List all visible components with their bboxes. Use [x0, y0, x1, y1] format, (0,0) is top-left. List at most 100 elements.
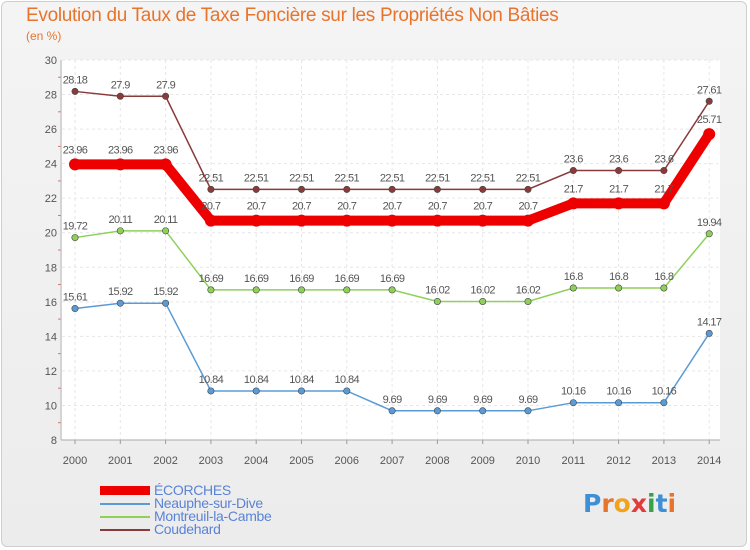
- x-tick-label: 2011: [561, 455, 585, 467]
- data-label-neauphe-sur-dive: 14.17: [697, 316, 722, 328]
- data-point--corches: [703, 128, 716, 141]
- data-label-coudehard: 22.51: [380, 172, 405, 184]
- data-point-montreuil-la-cambe: [705, 230, 713, 238]
- data-label--corches: 21.7: [654, 183, 673, 195]
- data-point-coudehard: [615, 167, 623, 175]
- data-point-montreuil-la-cambe: [71, 234, 79, 242]
- data-point--corches: [159, 158, 172, 171]
- data-point--corches: [431, 214, 444, 227]
- data-label--corches: 20.7: [473, 201, 492, 213]
- data-point-neauphe-sur-dive: [705, 329, 713, 337]
- y-tick-label: 20: [45, 228, 57, 240]
- data-point-montreuil-la-cambe: [207, 286, 215, 294]
- legend-label: Montreuil-la-Cambe: [154, 508, 272, 524]
- data-point-coudehard: [162, 92, 170, 100]
- data-point--corches: [114, 158, 127, 171]
- legend-item-montreuil-la-cambe: Montreuil-la-Cambe: [100, 508, 272, 524]
- data-label--corches: 20.7: [201, 201, 220, 213]
- data-point-montreuil-la-cambe: [297, 286, 305, 294]
- data-label-coudehard: 22.51: [516, 172, 541, 184]
- data-label-coudehard: 27.9: [111, 79, 130, 91]
- data-point--corches: [204, 214, 217, 227]
- data-label--corches: 20.7: [428, 201, 447, 213]
- x-tick-label: 2001: [108, 455, 132, 467]
- data-label-montreuil-la-cambe: 16.69: [380, 273, 405, 285]
- legend-swatch: [100, 528, 150, 531]
- x-tick-label: 2009: [470, 455, 494, 467]
- data-label-montreuil-la-cambe: 19.94: [697, 217, 722, 229]
- data-point-coudehard: [343, 185, 351, 193]
- data-point-neauphe-sur-dive: [162, 299, 170, 307]
- data-point-coudehard: [479, 185, 487, 193]
- data-point-neauphe-sur-dive: [71, 305, 79, 313]
- data-point-coudehard: [433, 185, 441, 193]
- data-label--corches: 25.71: [697, 114, 722, 126]
- data-label-coudehard: 22.51: [199, 172, 224, 184]
- data-label--corches: 20.7: [518, 201, 537, 213]
- data-label-neauphe-sur-dive: 10.16: [606, 386, 631, 398]
- data-label-neauphe-sur-dive: 15.92: [153, 286, 178, 298]
- chart-legend: ÉCORCHES Neauphe-sur-Dive Montreuil-la-Cam…: [100, 483, 272, 536]
- data-point-montreuil-la-cambe: [116, 227, 124, 235]
- data-point-neauphe-sur-dive: [479, 407, 487, 415]
- data-point--corches: [340, 214, 353, 227]
- data-label-montreuil-la-cambe: 16.69: [244, 273, 269, 285]
- y-tick-label: 8: [51, 435, 57, 447]
- chart-subtitle: (en %): [26, 29, 62, 43]
- data-point--corches: [522, 214, 534, 227]
- data-point-montreuil-la-cambe: [343, 286, 351, 294]
- data-label-coudehard: 22.51: [289, 172, 314, 184]
- data-label-neauphe-sur-dive: 9.69: [428, 394, 447, 406]
- data-label-montreuil-la-cambe: 16.02: [425, 284, 450, 296]
- x-tick-label: 2014: [697, 455, 721, 467]
- data-label--corches: 20.7: [292, 201, 311, 213]
- y-tick-label: 10: [45, 400, 57, 412]
- data-label-montreuil-la-cambe: 20.11: [154, 214, 178, 226]
- x-tick-label: 2013: [652, 455, 676, 467]
- data-point-coudehard: [569, 167, 577, 175]
- data-label-coudehard: 23.6: [654, 154, 673, 166]
- data-label--corches: 23.96: [108, 144, 133, 156]
- data-point-neauphe-sur-dive: [660, 399, 668, 407]
- data-label-montreuil-la-cambe: 16.02: [516, 284, 541, 296]
- data-point--corches: [295, 214, 308, 227]
- legend-item-neauphe-sur-dive: Neauphe-sur-Dive: [100, 495, 272, 511]
- data-point--corches: [250, 214, 263, 227]
- legend-swatch: [100, 486, 150, 495]
- data-point-montreuil-la-cambe: [569, 284, 577, 292]
- y-tick-label: 18: [45, 262, 57, 274]
- legend-label: Neauphe-sur-Dive: [154, 495, 263, 511]
- data-point-neauphe-sur-dive: [388, 407, 396, 415]
- data-label-coudehard: 27.61: [697, 84, 722, 96]
- data-point-neauphe-sur-dive: [524, 407, 532, 415]
- data-point-montreuil-la-cambe: [479, 297, 487, 305]
- data-label-montreuil-la-cambe: 20.11: [108, 214, 132, 226]
- data-label--corches: 23.96: [153, 144, 178, 156]
- data-label--corches: 23.96: [63, 144, 88, 156]
- x-tick-label: 2008: [425, 455, 449, 467]
- data-label-coudehard: 22.51: [470, 172, 495, 184]
- plot-area: [60, 60, 720, 440]
- data-point-montreuil-la-cambe: [252, 286, 260, 294]
- legend-swatch: [100, 515, 150, 518]
- data-point-montreuil-la-cambe: [388, 286, 396, 294]
- x-tick-label: 2004: [244, 455, 268, 467]
- x-tick-label: 2010: [516, 455, 540, 467]
- data-label-coudehard: 23.6: [609, 154, 628, 166]
- data-label--corches: 20.7: [247, 201, 266, 213]
- data-label-coudehard: 22.51: [425, 172, 450, 184]
- data-label-neauphe-sur-dive: 10.16: [561, 386, 586, 398]
- y-tick-label: 12: [45, 366, 57, 378]
- y-tick-label: 26: [45, 124, 57, 136]
- data-point--corches: [386, 214, 399, 227]
- data-point-neauphe-sur-dive: [116, 299, 124, 307]
- data-point--corches: [612, 197, 625, 210]
- x-tick-label: 2012: [606, 455, 630, 467]
- legend-item--corches: ÉCORCHES: [100, 483, 272, 497]
- data-label-neauphe-sur-dive: 10.84: [335, 374, 360, 386]
- data-label-coudehard: 28.18: [63, 74, 88, 86]
- data-point--corches: [567, 197, 580, 210]
- data-label-coudehard: 22.51: [335, 172, 360, 184]
- y-tick-label: 16: [45, 297, 57, 309]
